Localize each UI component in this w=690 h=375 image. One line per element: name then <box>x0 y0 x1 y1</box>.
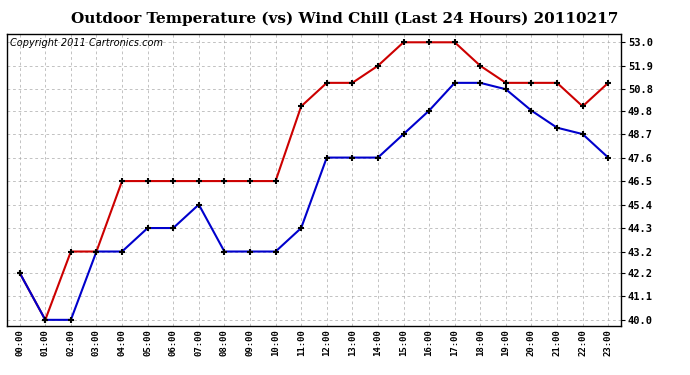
Text: Copyright 2011 Cartronics.com: Copyright 2011 Cartronics.com <box>10 38 163 48</box>
Text: Outdoor Temperature (vs) Wind Chill (Last 24 Hours) 20110217: Outdoor Temperature (vs) Wind Chill (Las… <box>71 11 619 26</box>
